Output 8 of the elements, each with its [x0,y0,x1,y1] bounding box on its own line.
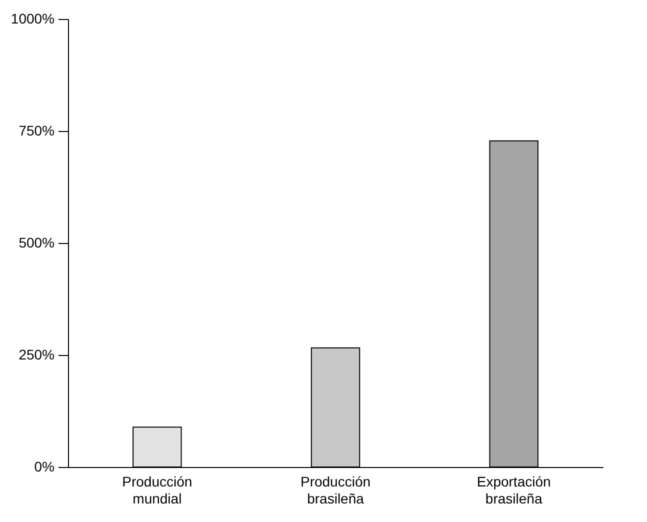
y-tick-label: 1000% [10,10,54,26]
x-tick-label: Exportación brasileña [476,474,551,506]
y-tick-label: 0% [34,458,54,474]
y-tick-label: 250% [18,346,54,362]
y-tick-label: 750% [18,122,54,138]
y-tick-label: 500% [18,234,54,250]
x-tick-label: Producción mundial [122,474,192,506]
x-tick-label: Producción brasileña [300,474,371,506]
